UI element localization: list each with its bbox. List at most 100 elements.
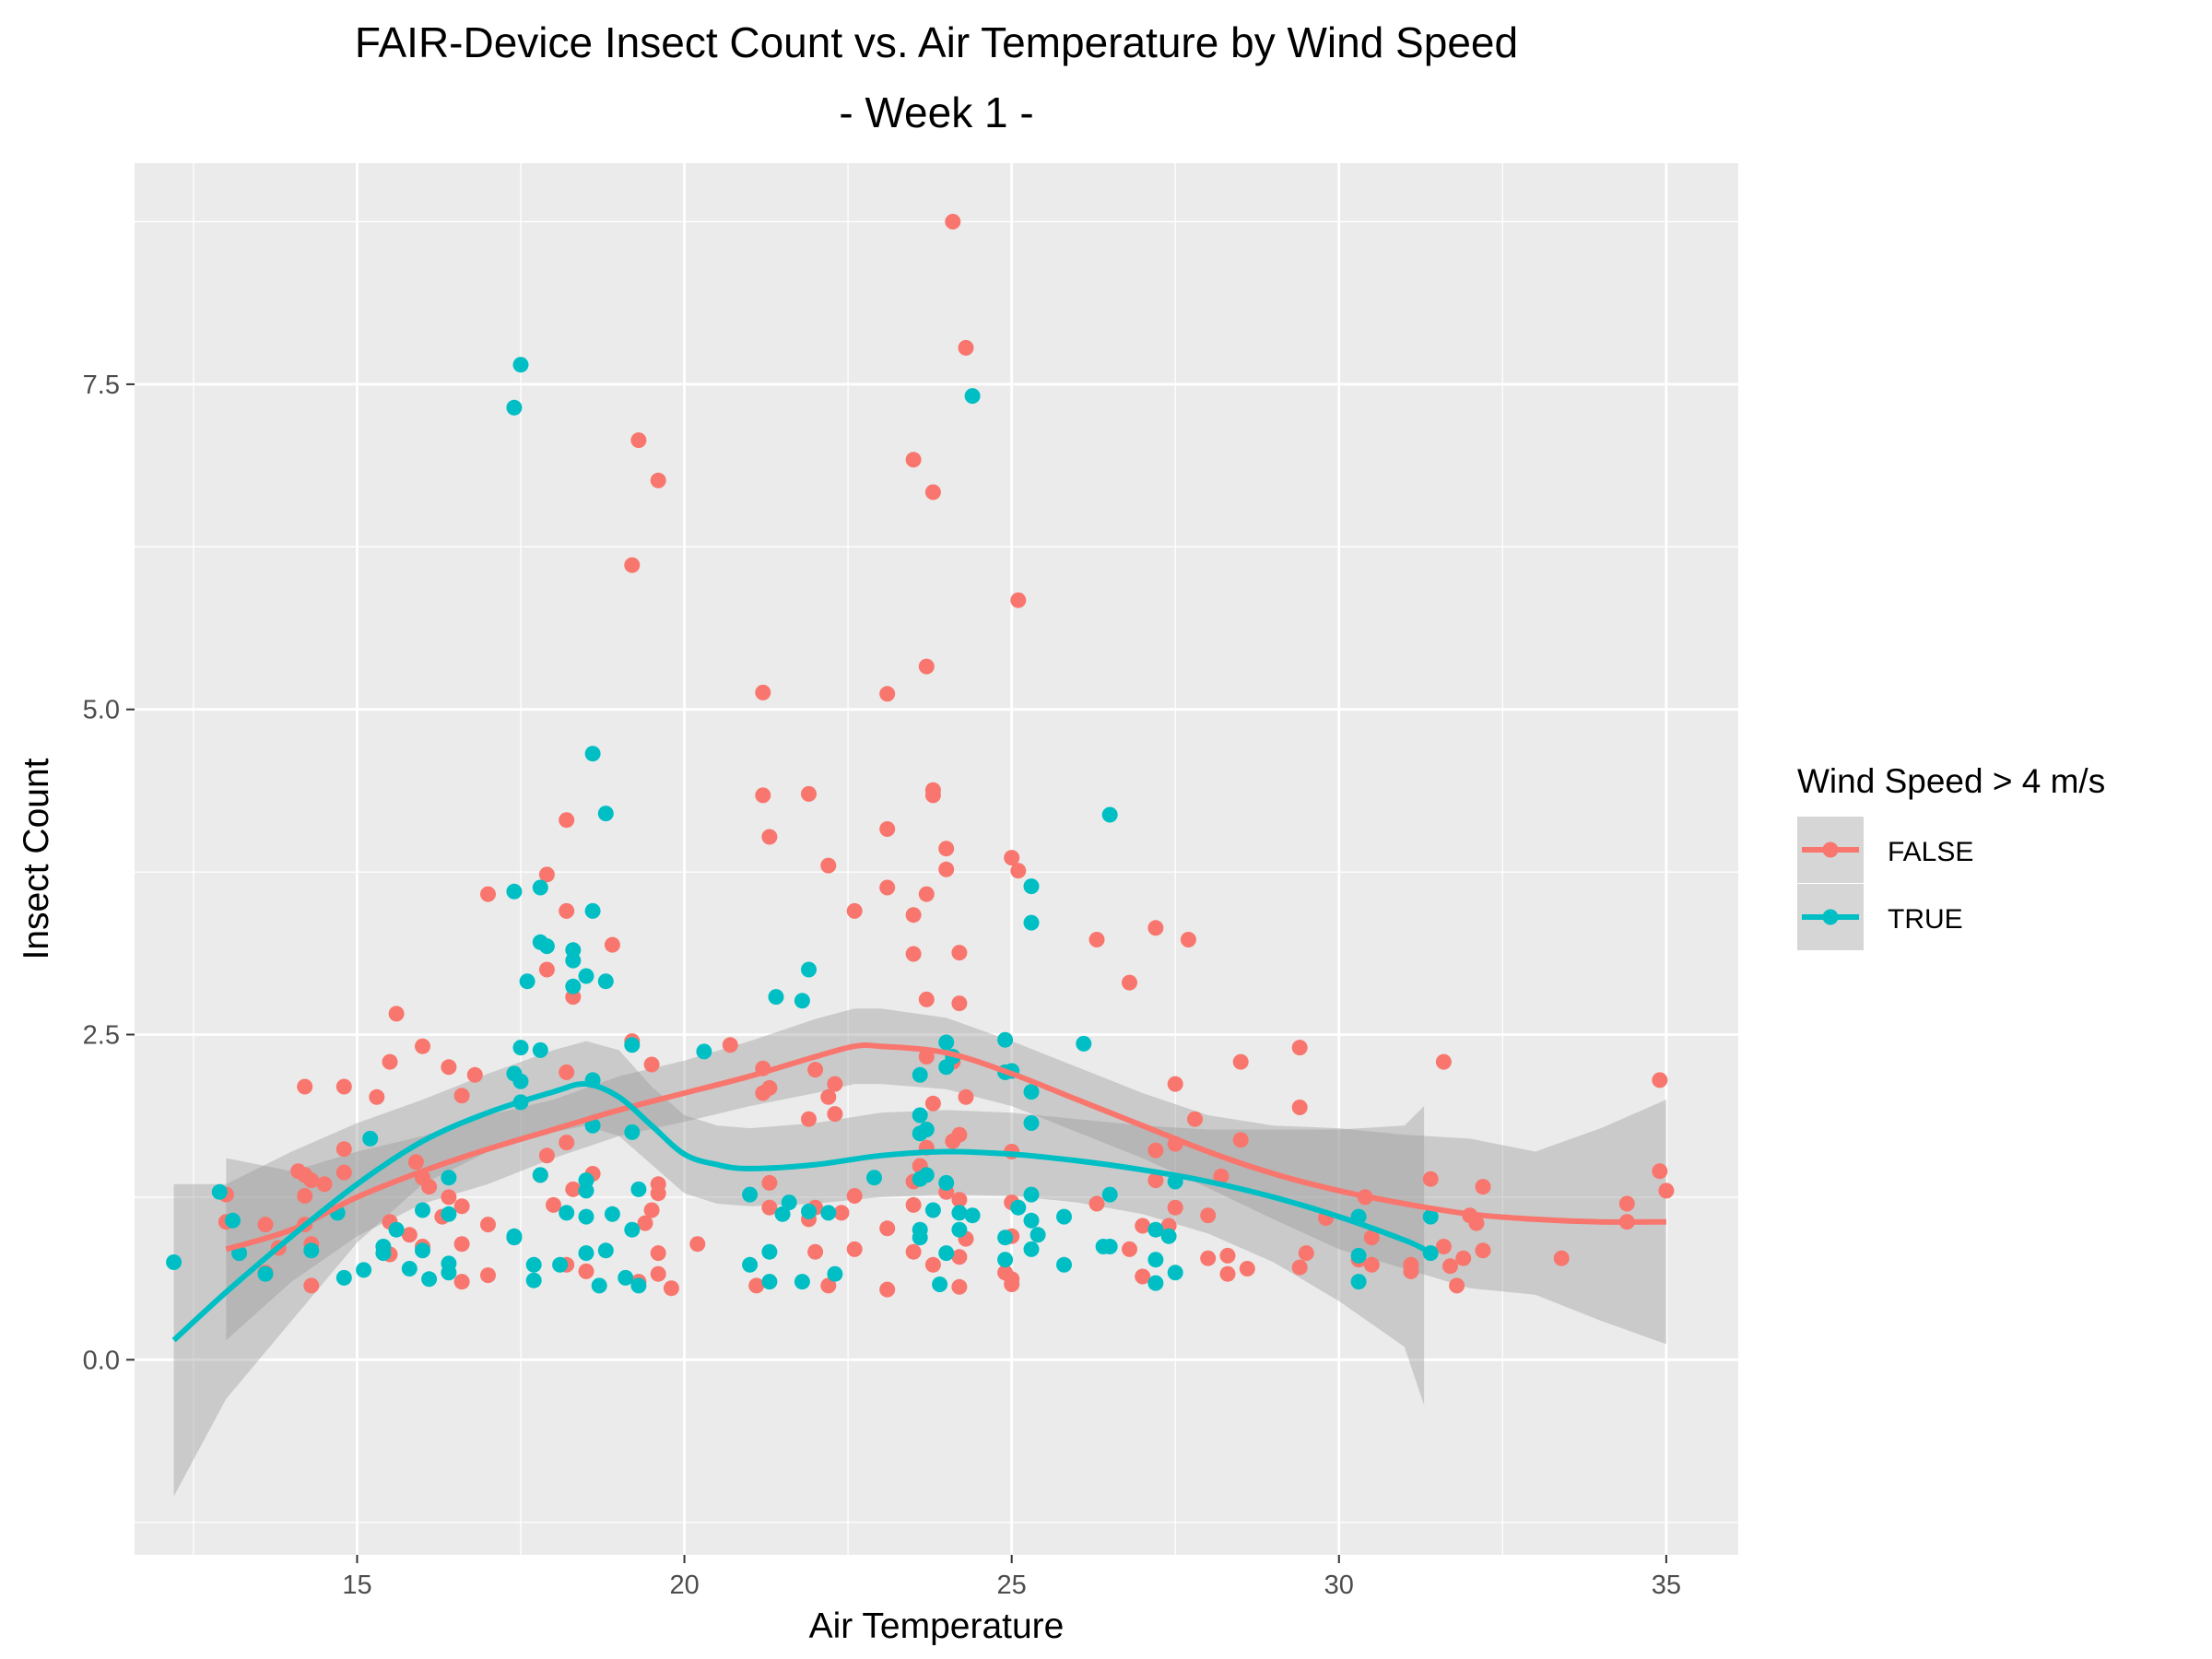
point-false	[1004, 850, 1020, 866]
point-true	[1422, 1245, 1439, 1262]
point-true	[506, 399, 523, 416]
point-false	[905, 1196, 922, 1213]
point-true	[624, 1037, 641, 1053]
point-true	[538, 938, 555, 955]
point-false	[951, 995, 968, 1012]
y-tick-label: 2.5	[83, 1021, 120, 1051]
smooth-line-false	[225, 1042, 1666, 1253]
point-false	[1435, 1239, 1452, 1254]
point-true	[1056, 1208, 1072, 1225]
point-false	[388, 1006, 405, 1022]
point-true	[1350, 1274, 1367, 1290]
point-false	[689, 1236, 706, 1253]
point-false	[1442, 1258, 1458, 1275]
point-false	[905, 452, 922, 468]
point-true	[166, 1254, 182, 1270]
point-true	[781, 1194, 797, 1211]
x-tick-label: 35	[1652, 1571, 1681, 1600]
point-true	[938, 1245, 955, 1262]
point-false	[820, 1277, 837, 1294]
y-tick-label: 0.0	[83, 1346, 120, 1375]
point-false	[565, 1181, 582, 1197]
point-false	[801, 1111, 817, 1127]
point-false	[1232, 1053, 1249, 1070]
point-false	[1658, 1182, 1675, 1199]
point-false	[604, 936, 620, 953]
point-false	[958, 339, 974, 356]
point-false	[637, 1215, 653, 1231]
point-true	[951, 1205, 968, 1221]
point-false	[945, 1133, 961, 1149]
confidence-band-false	[226, 1008, 1666, 1345]
point-true	[565, 978, 582, 994]
point-true	[401, 1261, 418, 1277]
point-false	[905, 907, 922, 924]
point-false	[846, 1188, 863, 1204]
point-true	[356, 1262, 372, 1278]
point-false	[722, 1037, 738, 1053]
point-false	[1232, 1132, 1249, 1148]
x-tick-label: 25	[997, 1571, 1027, 1600]
point-true	[932, 1277, 948, 1292]
point-true	[774, 1206, 791, 1222]
point-false	[441, 1189, 457, 1206]
point-true	[1056, 1256, 1072, 1273]
point-false	[297, 1188, 313, 1204]
point-false	[559, 1135, 575, 1151]
point-false	[453, 1198, 470, 1215]
point-true	[951, 1221, 968, 1238]
point-true	[584, 902, 601, 919]
point-true	[997, 1230, 1014, 1246]
point-false	[924, 1095, 941, 1112]
legend-keys	[1797, 817, 1864, 950]
point-true	[335, 1269, 352, 1286]
point-false	[453, 1236, 470, 1253]
point-true	[924, 1202, 941, 1218]
point-true	[912, 1066, 928, 1083]
point-false	[879, 686, 896, 702]
y-tick-labels: 0.0 2.5 5.0 7.5	[83, 371, 120, 1375]
point-true	[512, 1040, 529, 1056]
point-true	[604, 1206, 620, 1222]
point-true	[997, 1252, 1014, 1268]
point-true	[362, 1130, 379, 1147]
point-false	[630, 432, 647, 449]
point-true	[388, 1221, 405, 1238]
point-false	[453, 1274, 470, 1290]
point-true	[794, 1274, 810, 1290]
point-false	[938, 841, 955, 857]
point-false	[1652, 1163, 1668, 1180]
point-false	[1422, 1171, 1439, 1187]
point-true	[1023, 1115, 1040, 1131]
point-false	[316, 1176, 333, 1193]
point-false	[303, 1172, 320, 1189]
point-true	[820, 1205, 837, 1221]
point-false	[905, 946, 922, 962]
point-true	[519, 973, 535, 990]
point-false	[578, 1263, 594, 1279]
point-false	[924, 787, 941, 804]
point-false	[879, 1281, 896, 1298]
confidence-band-true	[173, 1041, 1425, 1497]
smooth-lines	[171, 1042, 1666, 1343]
point-false	[441, 1059, 457, 1076]
point-false	[1167, 1076, 1183, 1092]
point-false	[1475, 1242, 1491, 1259]
point-false	[1298, 1245, 1314, 1262]
point-false	[1219, 1247, 1236, 1264]
legend-key-point-false	[1822, 841, 1839, 858]
point-true	[225, 1212, 241, 1229]
point-false	[951, 1249, 968, 1265]
point-false	[958, 1088, 974, 1105]
point-false	[643, 1056, 660, 1073]
point-false	[650, 1185, 666, 1202]
point-false	[1239, 1261, 1255, 1277]
point-false	[257, 1217, 274, 1233]
y-axis-title: Insect Count	[17, 758, 56, 959]
point-false	[335, 1164, 352, 1181]
point-true	[964, 1207, 981, 1224]
point-true	[506, 1228, 523, 1244]
point-false	[480, 1267, 496, 1284]
point-true	[1023, 1241, 1040, 1257]
